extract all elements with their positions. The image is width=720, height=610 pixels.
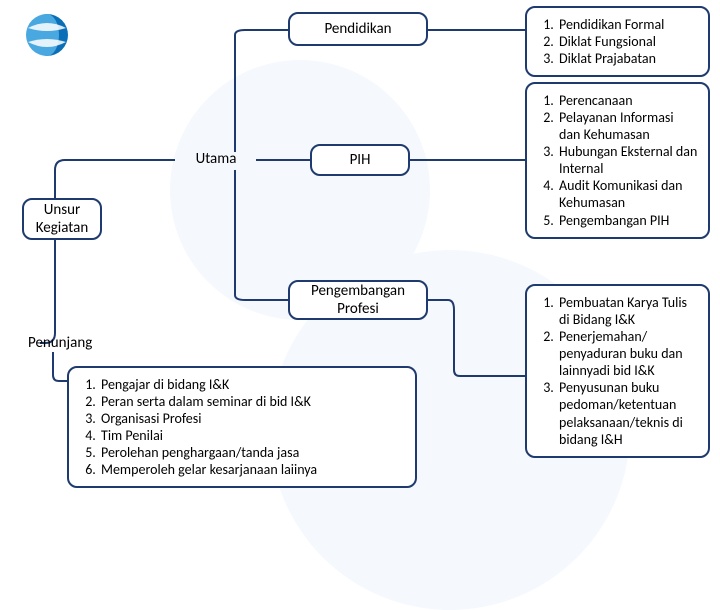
list-item: Pendidikan Formal [557, 16, 698, 33]
list-pendidikan: Pendidikan FormalDiklat FungsionalDiklat… [525, 6, 710, 77]
list-item: Perolehan penghargaan/tanda jasa [99, 444, 405, 461]
node-utama: Utama [176, 150, 256, 168]
label: PIH [350, 151, 371, 169]
node-pengembangan-profesi: Pengembangan Profesi [288, 280, 428, 320]
label: Pendidikan [324, 20, 391, 38]
node-pih: PIH [310, 144, 410, 176]
list-item: Tim Penilai [99, 427, 405, 444]
list-item: Memperoleh gelar kesarjanaan laiinya [99, 461, 405, 478]
label: Profesi [311, 300, 405, 318]
list-item: Peran serta dalam seminar di bid I&K [99, 393, 405, 410]
label: Utama [196, 150, 237, 168]
label: Pengembangan [311, 282, 405, 300]
label: Unsur [36, 201, 88, 219]
list-item: Penyusunan buku pedoman/ketentuan pelaks… [557, 379, 698, 447]
label: Kegiatan [36, 219, 88, 237]
list-pengembangan: Pembuatan Karya Tulis di Bidang I&KPener… [525, 284, 710, 458]
list-pih: PerencanaanPelayanan Informasi dan Kehum… [525, 82, 710, 239]
list-item: Perencanaan [557, 92, 698, 109]
list-item: Penerjemahan/ penyaduran buku dan lainny… [557, 328, 698, 379]
list-item: Pengajar di bidang I&K [99, 376, 405, 393]
node-unsur-kegiatan: Unsur Kegiatan [22, 198, 102, 240]
list-item: Hubungan Eksternal dan Internal [557, 143, 698, 177]
list-item: Organisasi Profesi [99, 410, 405, 427]
node-pendidikan: Pendidikan [288, 12, 428, 46]
list-item: Diklat Prajabatan [557, 50, 698, 67]
kominfo-logo-icon [22, 10, 72, 60]
list-item: Audit Komunikasi dan Kehumasan [557, 177, 698, 211]
list-item: Diklat Fungsional [557, 33, 698, 50]
node-penunjang: Penunjang [28, 334, 92, 352]
label: Penunjang [28, 334, 92, 352]
list-item: Pelayanan Informasi dan Kehumasan [557, 109, 698, 143]
list-item: Pembuatan Karya Tulis di Bidang I&K [557, 294, 698, 328]
list-penunjang: Pengajar di bidang I&KPeran serta dalam … [67, 366, 417, 488]
list-item: Pengembangan PIH [557, 212, 698, 229]
